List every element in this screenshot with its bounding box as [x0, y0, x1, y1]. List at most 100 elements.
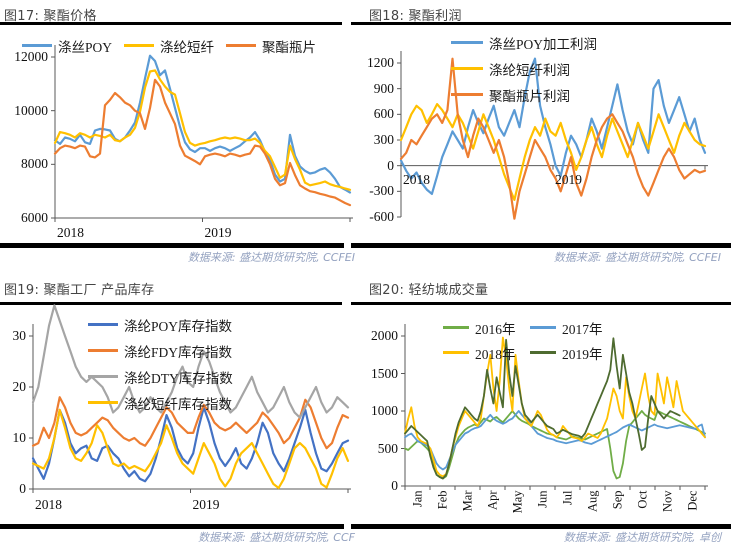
legend-item-0: 涤纶POY库存指数 — [88, 316, 233, 334]
y-tick-label: 1500 — [371, 365, 398, 381]
y-tick-label: -300 — [369, 183, 394, 199]
y-tick-label: 500 — [377, 440, 398, 456]
x-tick-label: Dec — [685, 490, 699, 511]
legend-label: 2018年 — [475, 346, 516, 362]
title-rule — [351, 22, 731, 25]
chart-title-fig20: 图20: 轻纺城成交量 — [369, 283, 489, 298]
x-tick-label: 2018 — [57, 225, 84, 240]
legend-label: 涤纶短纤库存指数 — [124, 396, 232, 412]
y-tick-label: 8000 — [21, 156, 48, 172]
source-credit-fig18: 数据来源: 盛达期货研究院, CCFEI — [553, 251, 721, 264]
chart-fig20: 2000 1500 1000 500 0 Jan Feb Mar Apr May Jun Jul Aug… — [365, 274, 731, 548]
legend-line-marker — [22, 44, 52, 47]
legend-line-marker — [443, 351, 469, 354]
y-tick-label: 300 — [373, 132, 394, 147]
legend-item-1: 2017年 — [530, 319, 615, 337]
chart-fig17: 12000 10000 8000 6000 2018 2019 涤丝POY 涤纶短纤 聚酯瓶片 — [0, 0, 365, 274]
legend-line-marker — [530, 326, 556, 329]
legend-label: 涤纶短纤利润 — [489, 62, 570, 78]
y-tick-label: 0 — [387, 157, 394, 173]
legend-item-3: 涤纶短纤库存指数 — [88, 394, 232, 412]
legend-label: 涤纶DTY库存指数 — [124, 370, 233, 386]
series-line-3 — [404, 337, 681, 480]
series-line-0 — [53, 54, 352, 194]
chart-title-fig19: 图19: 聚酯工厂 产品库存 — [4, 283, 155, 298]
bottom-bar — [351, 243, 731, 248]
y-tick-label: 12000 — [14, 49, 48, 64]
series-line-1 — [53, 69, 352, 191]
y-tick-label: 10000 — [14, 102, 48, 118]
title-rule — [351, 302, 731, 305]
x-tick-label: Nov — [660, 490, 674, 512]
source-credit-fig20: 数据来源: 盛达期货研究院, 卓创 — [563, 531, 721, 544]
x-tick-label: Feb — [435, 490, 449, 509]
x-tick-label: May — [510, 490, 524, 513]
y-tick-label: 900 — [373, 80, 394, 96]
legend-label: 涤纶POY库存指数 — [124, 318, 233, 334]
x-tick-label: 2018 — [403, 171, 430, 187]
legend-item-0: 涤丝POY加工利润 — [451, 34, 598, 52]
legend-label: 涤丝POY加工利润 — [489, 36, 598, 52]
chart-title-fig18: 图18: 聚酯利润 — [369, 9, 462, 24]
legend: 涤纶POY库存指数 涤纶FDY库存指数 涤纶DTY库存指数 涤纶短纤库存指数 — [88, 316, 233, 412]
plot-svg-fig17 — [51, 45, 353, 222]
chart-fig18: 1200 900 600 300 0 -300 -600 2018 2019 涤丝POY加工利润涤… — [365, 0, 731, 274]
legend-line-marker — [88, 401, 118, 404]
legend-label: 涤纶短纤 — [160, 39, 215, 55]
legend-item-0: 涤丝POY — [22, 37, 113, 55]
series-line-1 — [404, 410, 706, 471]
legend-item-1: 涤纶短纤 — [124, 37, 215, 55]
legend-label: 2017年 — [562, 321, 603, 337]
legend-label: 聚酯瓶片利润 — [489, 88, 570, 104]
bottom-bar — [0, 243, 344, 248]
series-line-1 — [31, 396, 350, 450]
y-tick-label: 600 — [373, 106, 394, 122]
legend-item-2: 聚酯瓶片利润 — [451, 86, 570, 104]
plot-svg-fig19 — [29, 304, 351, 493]
legend-item-0: 2016年 — [443, 319, 528, 337]
x-tick-label: 2019 — [555, 171, 582, 187]
chart-fig19: 30 20 10 0 2018 2019 涤纶POY库存指数 涤纶FDY库存指数 涤纶DTY库存… — [0, 274, 365, 548]
legend-line-marker — [88, 375, 118, 378]
legend-line-marker — [124, 44, 155, 47]
series-line-0 — [399, 57, 707, 195]
y-tick-label: 1000 — [371, 403, 398, 418]
y-tick-label: 0 — [19, 481, 26, 496]
legend: 涤丝POY加工利润 涤纶短纤利润 聚酯瓶片利润 — [451, 34, 598, 104]
panel-fig20: 图20: 轻纺城成交量 2000 1500 1000 500 0 Jan Feb Mar Apr… — [351, 274, 731, 548]
x-tick-label: Sep — [610, 490, 624, 509]
x-tick-label: 2019 — [192, 497, 220, 512]
legend-item-2: 聚酯瓶片 — [226, 37, 317, 55]
legend-label: 聚酯瓶片 — [262, 39, 317, 55]
x-tick-label: Mar — [460, 490, 474, 511]
y-tick-label: -600 — [369, 209, 394, 224]
series-line-2 — [53, 78, 352, 207]
legend: 2016年 2017年 2018年 2019年 — [443, 319, 615, 362]
legend-line-marker — [88, 349, 118, 352]
legend-label: 涤丝POY — [58, 39, 113, 55]
panel-fig19: 图19: 聚酯工厂 产品库存 30 20 10 0 2018 2019 涤纶POY库存指数涤… — [0, 274, 365, 548]
legend-line-marker — [226, 44, 257, 47]
series-line-1 — [399, 102, 707, 201]
legend: 涤丝POY 涤纶短纤 聚酯瓶片 — [22, 37, 317, 55]
y-tick-label: 0 — [391, 478, 398, 493]
x-tick-label: Apr — [485, 490, 499, 510]
legend-line-marker — [530, 351, 556, 354]
x-tick-label: Jul — [560, 490, 574, 505]
legend-label: 涤纶FDY库存指数 — [124, 344, 233, 360]
series-line-0 — [404, 410, 706, 480]
title-rule — [0, 302, 342, 305]
legend-line-marker — [88, 323, 118, 326]
x-tick-label: 2019 — [204, 225, 232, 240]
plot-svg-fig18 — [397, 51, 708, 220]
x-tick-label: Aug — [585, 490, 599, 512]
y-tick-label: 30 — [12, 328, 27, 343]
legend-label: 2016年 — [475, 321, 516, 337]
legend-label: 2019年 — [562, 346, 603, 362]
plot-svg-fig20 — [401, 324, 708, 490]
legend-item-2: 2018年 — [443, 344, 528, 362]
bottom-bar — [0, 524, 344, 529]
title-rule — [0, 22, 342, 25]
legend-item-3: 2019年 — [530, 344, 615, 362]
